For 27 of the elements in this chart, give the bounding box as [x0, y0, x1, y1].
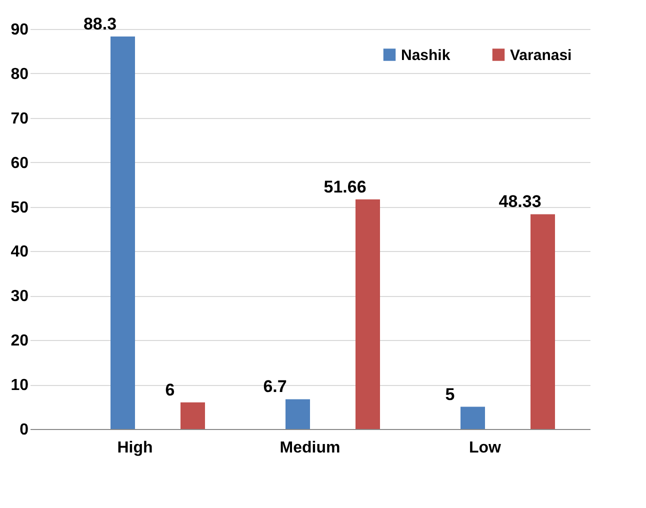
legend-label: Varanasi	[510, 46, 572, 64]
data-label: 6.7	[263, 377, 287, 396]
y-tick-label: 0	[20, 422, 29, 438]
bar	[530, 214, 555, 429]
bar	[460, 406, 485, 429]
bar	[110, 36, 135, 429]
y-tick-label: 60	[10, 154, 29, 172]
data-label: 88.3	[83, 14, 117, 34]
y-tick-label: 80	[10, 66, 29, 83]
data-label: 5	[445, 384, 455, 404]
x-tick-label: Medium	[280, 440, 340, 456]
bar	[286, 399, 310, 429]
y-tick-label: 50	[10, 199, 29, 216]
y-tick-label: 90	[10, 22, 29, 38]
x-tick-label: Low	[469, 440, 502, 456]
data-label: 6	[165, 380, 175, 400]
y-tick-label: 10	[10, 377, 29, 394]
x-tick-label: High	[117, 440, 153, 456]
y-tick-label: 40	[10, 244, 29, 261]
y-tick-label: 70	[10, 110, 29, 128]
data-label: 48.33	[498, 192, 542, 212]
bar	[180, 402, 205, 429]
y-tick-label: 20	[10, 332, 29, 350]
data-label: 51.66	[324, 177, 366, 196]
bar	[356, 199, 380, 429]
y-tick-label: 30	[10, 288, 29, 306]
legend-label: Nashik	[401, 46, 451, 64]
